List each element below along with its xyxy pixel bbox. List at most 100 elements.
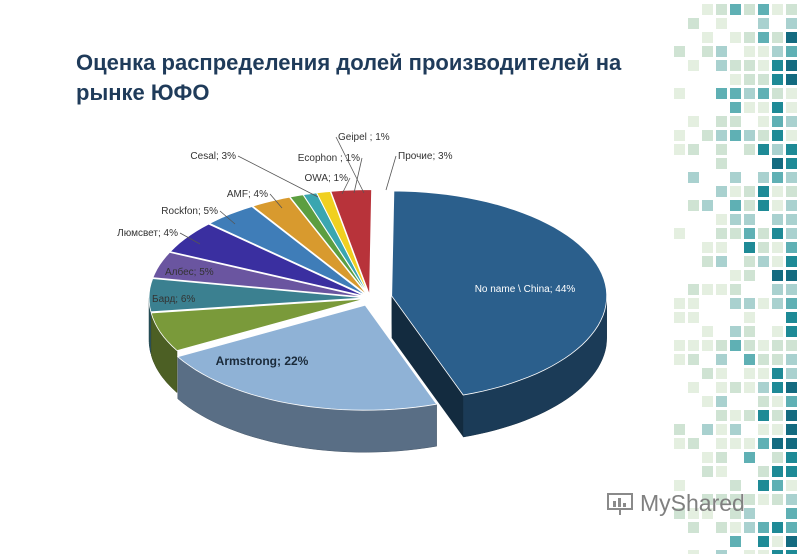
- decor-tile: [744, 522, 755, 533]
- decor-tile: [758, 130, 769, 141]
- decor-tile: [772, 172, 783, 183]
- decor-tile: [730, 508, 741, 519]
- decor-tile: [772, 4, 783, 15]
- decor-tile: [688, 298, 699, 309]
- decor-tile: [786, 4, 797, 15]
- decor-tile: [772, 130, 783, 141]
- decor-tile: [688, 116, 699, 127]
- watermark-text: MyShared: [640, 490, 745, 516]
- decor-tile: [758, 354, 769, 365]
- decor-tile: [716, 494, 727, 505]
- decor-tile: [674, 46, 685, 57]
- decor-tile: [674, 480, 685, 491]
- leader-line-5: [219, 210, 236, 225]
- decor-tile: [758, 46, 769, 57]
- decor-tile: [786, 522, 797, 533]
- decor-tile: [688, 60, 699, 71]
- decor-tile: [716, 354, 727, 365]
- decor-tile: [730, 438, 741, 449]
- decor-tile: [786, 186, 797, 197]
- decor-tile: [772, 438, 783, 449]
- decor-tile: [702, 466, 713, 477]
- decor-tile: [730, 102, 741, 113]
- decor-tile: [716, 186, 727, 197]
- decor-tile: [744, 130, 755, 141]
- decor-tile: [674, 424, 685, 435]
- decor-tile: [758, 480, 769, 491]
- decor-tile: [786, 46, 797, 57]
- decor-tile: [688, 550, 699, 554]
- decor-tile: [716, 228, 727, 239]
- decor-tile: [758, 18, 769, 29]
- decor-tile: [758, 102, 769, 113]
- pie-label-2: Бард; 6%: [152, 294, 195, 305]
- decor-tile: [772, 46, 783, 57]
- decor-tile: [786, 214, 797, 225]
- decor-tile: [730, 116, 741, 127]
- decor-tile: [786, 74, 797, 85]
- pie-label-0: No name \ China; 44%: [475, 284, 576, 295]
- decor-tile: [772, 536, 783, 547]
- decor-tile: [772, 60, 783, 71]
- decor-tile: [772, 424, 783, 435]
- decor-tile: [772, 214, 783, 225]
- decor-tile: [772, 410, 783, 421]
- pie-label-11: Прочие; 3%: [398, 151, 453, 162]
- decor-tile: [702, 494, 713, 505]
- decor-tile: [716, 284, 727, 295]
- decor-tile: [716, 242, 727, 253]
- decor-tile: [730, 424, 741, 435]
- decor-tile: [758, 200, 769, 211]
- decor-tile: [772, 298, 783, 309]
- decor-tile: [772, 466, 783, 477]
- decor-tile: [786, 410, 797, 421]
- chart-title: Оценка распределения долей производителе…: [76, 50, 622, 105]
- leader-line-6: [269, 193, 283, 209]
- decor-tile: [772, 200, 783, 211]
- decor-tile: [786, 382, 797, 393]
- decor-tile: [786, 466, 797, 477]
- decor-tile: [744, 410, 755, 421]
- pie-label-10: Geipel ; 1%: [338, 132, 390, 143]
- decor-tile: [730, 340, 741, 351]
- decor-tile: [744, 200, 755, 211]
- leader-line-7: [237, 155, 319, 198]
- decor-tile: [772, 242, 783, 253]
- decor-tile: [758, 522, 769, 533]
- leader-line-10: [335, 136, 365, 194]
- leader-line-11: [385, 155, 397, 191]
- decor-tile: [772, 452, 783, 463]
- decor-tile: [786, 536, 797, 547]
- pie-slice-1: [176, 304, 438, 411]
- decor-tile: [758, 172, 769, 183]
- decor-tile: [758, 74, 769, 85]
- decor-tile: [730, 172, 741, 183]
- decor-tile: [744, 326, 755, 337]
- decor-tile: [730, 284, 741, 295]
- decor-tile: [758, 186, 769, 197]
- decor-tile: [730, 480, 741, 491]
- decor-tile: [786, 200, 797, 211]
- decor-tile: [772, 480, 783, 491]
- decor-tile: [730, 186, 741, 197]
- decor-tile: [716, 452, 727, 463]
- pie-slice-6: [208, 206, 367, 296]
- decor-tile: [716, 214, 727, 225]
- decor-tile: [716, 88, 727, 99]
- decor-tile: [744, 186, 755, 197]
- decor-tile: [772, 382, 783, 393]
- decor-tile: [688, 340, 699, 351]
- decor-tile: [786, 102, 797, 113]
- decor-tile: [688, 172, 699, 183]
- decor-tile: [786, 228, 797, 239]
- decor-tile: [730, 60, 741, 71]
- decor-tile: [716, 396, 727, 407]
- decor-tile: [744, 550, 755, 554]
- decor-tile: [674, 298, 685, 309]
- decor-tile: [744, 32, 755, 43]
- pie-slice-9: [302, 192, 369, 296]
- decor-tile: [772, 284, 783, 295]
- decor-tile: [702, 242, 713, 253]
- decor-tile: [786, 508, 797, 519]
- decor-tile: [702, 46, 713, 57]
